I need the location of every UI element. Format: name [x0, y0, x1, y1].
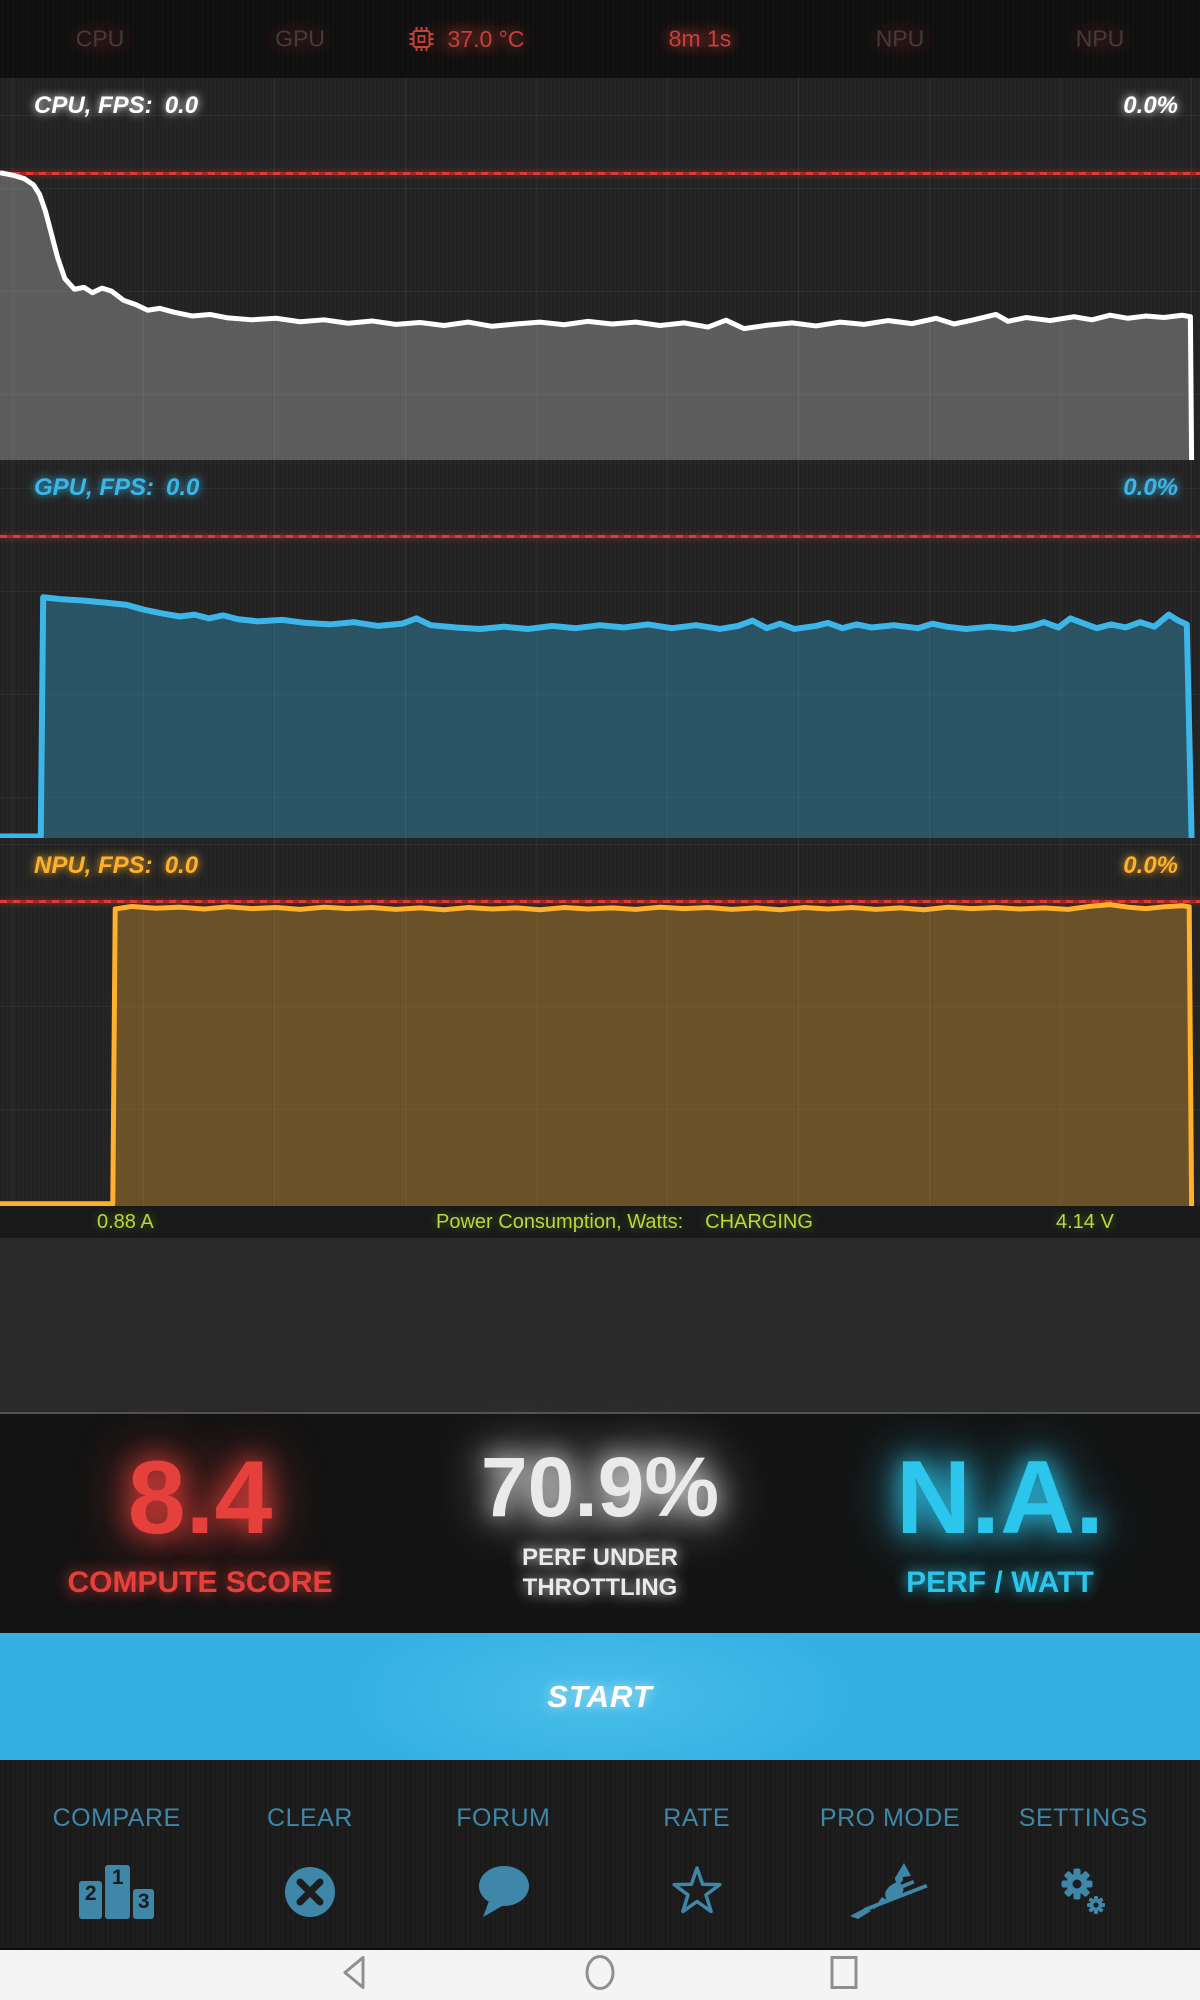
perf-watt-value: N.A.: [896, 1439, 1104, 1556]
back-button[interactable]: [334, 1951, 378, 2000]
npu-fps-series: [0, 838, 1200, 1206]
npu-indicator-label: NPU: [855, 15, 945, 63]
gpu-percent-value: 0.0%: [1123, 474, 1178, 501]
home-button[interactable]: [578, 1951, 622, 2000]
cpu-fps-chart: CPU, FPS: 0.0 0.0%: [0, 78, 1200, 460]
rate-button[interactable]: RATE: [600, 1760, 793, 1948]
charging-status: CHARGING: [705, 1210, 813, 1233]
compute-score-value: 8.4: [127, 1439, 273, 1556]
throttling-label: PERF UNDER THROTTLING: [521, 1543, 678, 1601]
forum-icon: [474, 1857, 532, 1919]
throttling-score-block: 70.9% PERF UNDER THROTTLING: [400, 1414, 800, 1633]
compute-score-label: COMPUTE SCORE: [67, 1565, 333, 1599]
status-bar: CPU GPU 37.0 °C 8m 1s NPU NPU: [0, 0, 1200, 78]
clear-icon: [283, 1857, 337, 1919]
podium-icon: 2 1 3: [79, 1857, 155, 1919]
power-consumption-bar: 0.88 A Power Consumption, Watts: CHARGIN…: [0, 1206, 1200, 1238]
temperature-value: 37.0 °C: [447, 25, 525, 52]
npu-threshold-line: [0, 899, 1200, 903]
temperature-indicator: 37.0 °C: [385, 13, 545, 65]
npu-fps-chart: NPU, FPS: 0.0 0.0%: [0, 838, 1200, 1206]
elapsed-time: 8m 1s: [648, 15, 752, 63]
pro-mode-button[interactable]: PRO MODE: [793, 1760, 986, 1948]
compare-button[interactable]: COMPARE 2 1 3: [20, 1760, 213, 1948]
cpu-chart-title: CPU, FPS:: [34, 92, 153, 119]
recents-button[interactable]: [822, 1951, 866, 2000]
cpu-fps-series: [0, 78, 1200, 460]
gpu-fps-series: [0, 460, 1200, 838]
throttling-percent-value: 70.9%: [480, 1439, 720, 1534]
start-button[interactable]: START: [0, 1633, 1200, 1760]
perf-watt-label: PERF / WATT: [906, 1565, 1094, 1599]
npu2-indicator-label: NPU: [1055, 15, 1145, 63]
android-nav-bar: [0, 1948, 1200, 2000]
clear-button[interactable]: CLEAR: [213, 1760, 406, 1948]
compute-score-block: 8.4 COMPUTE SCORE: [0, 1414, 400, 1633]
star-icon: [668, 1857, 726, 1919]
cpu-threshold-line: [0, 171, 1200, 175]
power-consumption-label: Power Consumption, Watts:: [436, 1210, 684, 1233]
gpu-indicator-label: GPU: [255, 15, 345, 63]
npu-percent-value: 0.0%: [1123, 852, 1178, 879]
gpu-fps-chart: GPU, FPS: 0.0 0.0%: [0, 460, 1200, 838]
power-chart-area: [0, 1238, 1200, 1412]
results-panel: 8.4 COMPUTE SCORE 70.9% PERF UNDER THROT…: [0, 1412, 1200, 1633]
gpu-fps-value: 0.0: [166, 474, 200, 501]
chip-temperature-icon: [409, 27, 434, 51]
settings-button[interactable]: SETTINGS: [987, 1760, 1180, 1948]
gears-icon: [1055, 1857, 1111, 1919]
cpu-percent-value: 0.0%: [1123, 92, 1178, 119]
bottom-toolbar: COMPARE 2 1 3 CLEAR FORUM: [0, 1760, 1200, 1948]
npu-chart-title: NPU, FPS:: [34, 852, 153, 879]
witch-icon: [847, 1857, 933, 1919]
npu-fps-value: 0.0: [164, 852, 199, 879]
perf-watt-block: N.A. PERF / WATT: [800, 1414, 1200, 1633]
cpu-indicator-label: CPU: [55, 15, 145, 63]
battery-current-value: 0.88 A: [97, 1210, 154, 1233]
gpu-chart-title: GPU, FPS:: [34, 474, 155, 501]
gpu-threshold-line: [0, 534, 1200, 538]
forum-button[interactable]: FORUM: [407, 1760, 600, 1948]
battery-voltage-value: 4.14 V: [1056, 1210, 1114, 1233]
cpu-fps-value: 0.0: [164, 92, 199, 119]
